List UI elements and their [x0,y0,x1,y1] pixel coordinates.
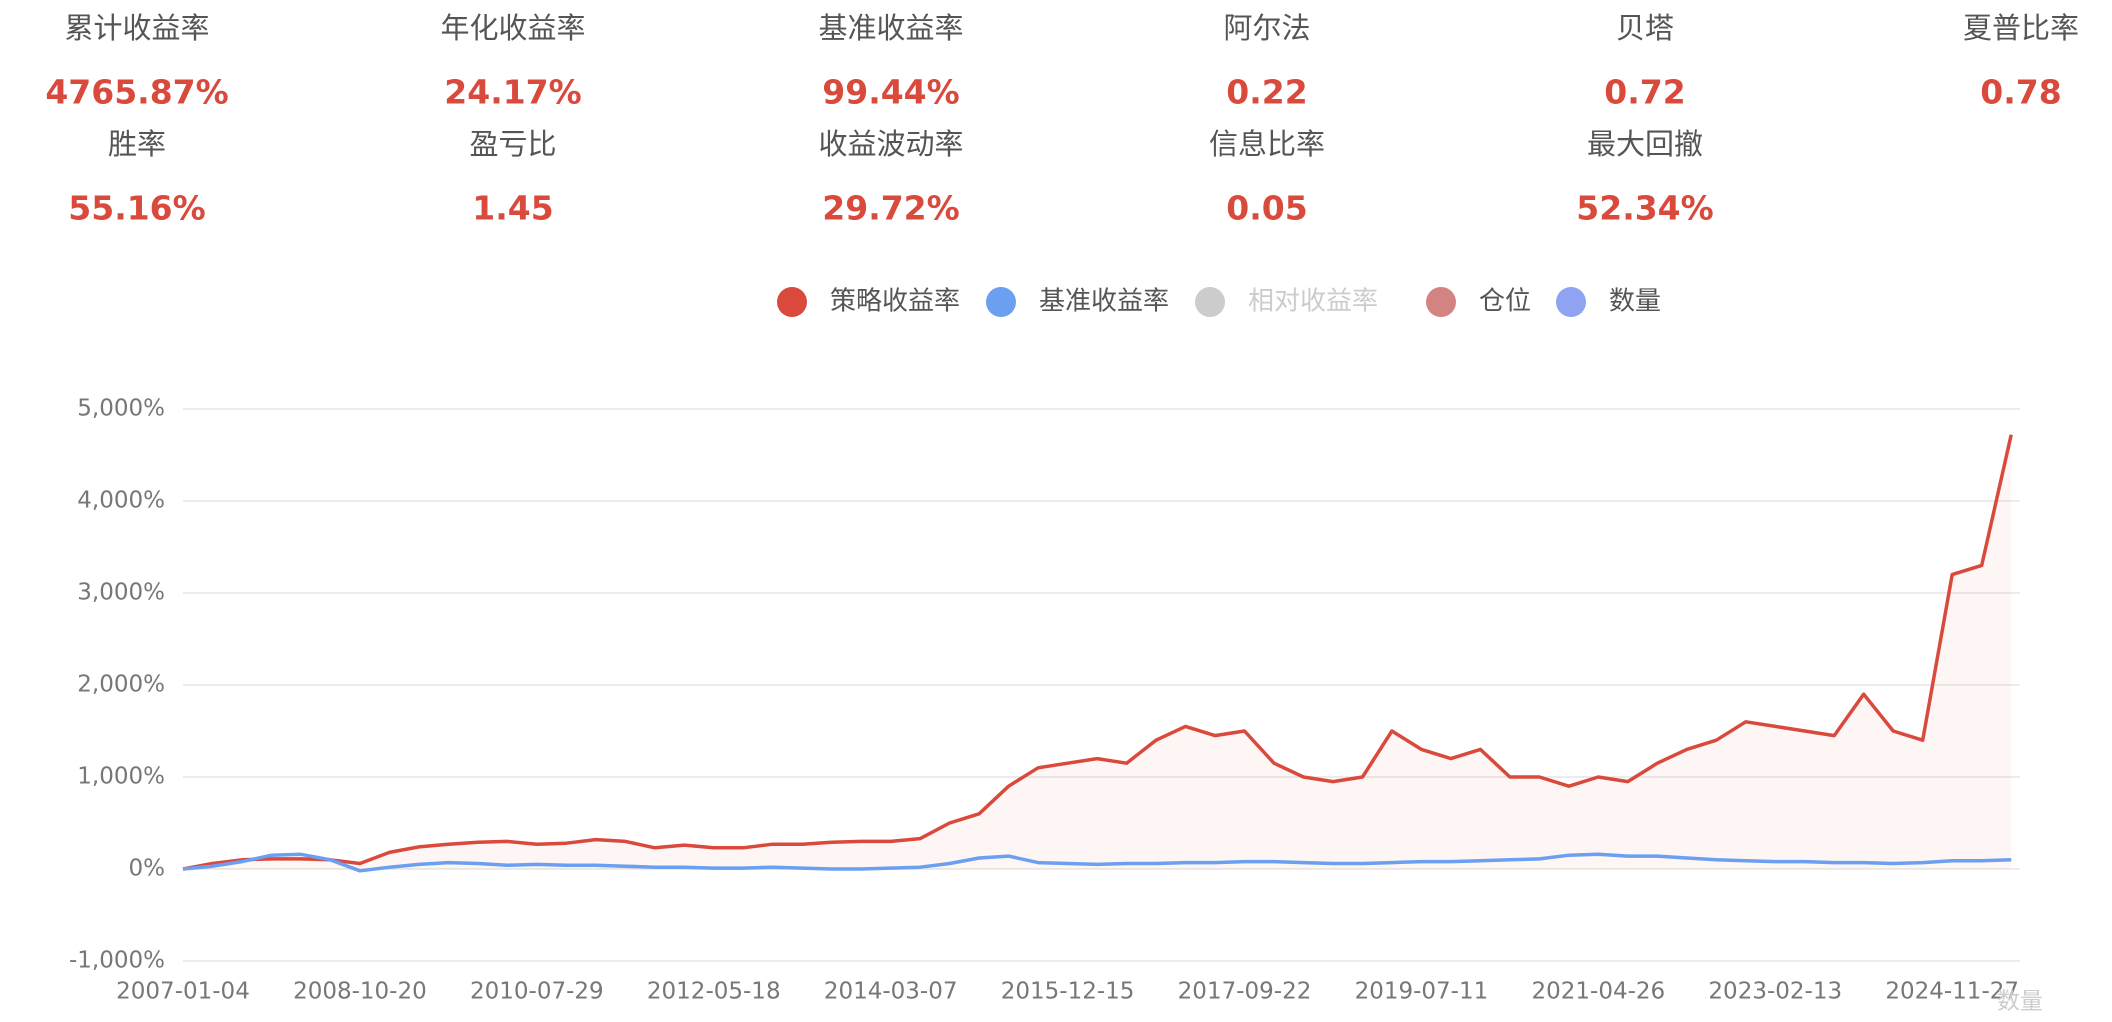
x-tick-label: 2014-03-07 [824,979,958,1005]
legend-label: 策略收益率 [830,287,960,317]
metric-label: 基准收益率 [818,11,963,45]
x-tick-label: 2015-12-15 [1001,979,1135,1005]
metric-label: 胜率 [108,127,166,161]
metric-label: 收益波动率 [818,127,963,161]
line [182,852,2012,873]
metric-value: 0.05 [1226,189,1307,228]
metric-value: 55.16% [68,189,205,228]
metric-value: 24.17% [444,73,581,112]
metric-value: 0.22 [1226,73,1307,112]
metric-label: 盈亏比 [469,127,556,161]
legend-marker [777,287,807,317]
y-tick-label: -1,000% [69,948,165,974]
metric-label: 信息比率 [1209,127,1325,161]
metric-value: 99.44% [822,73,959,112]
line [182,434,2013,871]
legend-label: 基准收益率 [1039,287,1169,317]
metric-label: 累计收益率 [64,11,209,45]
metric-label: 夏普比率 [1963,11,2079,45]
legend-label: 数量 [1609,287,1661,317]
metric-label: 贝塔 [1616,11,1674,45]
metric-value: 1.45 [472,189,553,228]
x-tick-label: 2017-09-22 [1178,979,1312,1005]
legend-marker [1426,287,1456,317]
area [183,434,2012,869]
x-tick-label: 2007-01-04 [116,979,250,1005]
y-tick-label: 4,000% [77,488,165,514]
metric-value: 29.72% [822,189,959,228]
x-tick-label: 2012-05-18 [647,979,781,1005]
x-tick-label: 2019-07-11 [1355,979,1489,1005]
legend-label: 相对收益率 [1248,287,1378,317]
x-tick-label: 2008-10-20 [293,979,427,1005]
y-tick-label: 5,000% [77,396,165,422]
metric-label: 最大回撤 [1587,127,1703,161]
metric-value: 52.34% [1576,189,1713,228]
legend-marker [1556,287,1586,317]
metric-label: 年化收益率 [440,11,585,45]
metric-value: 0.78 [1980,73,2061,112]
legend-marker [1195,287,1225,317]
legend-marker [986,287,1016,317]
metric-value: 0.72 [1604,73,1685,112]
x-tick-label: 2021-04-26 [1532,979,1666,1005]
y-tick-label: 2,000% [77,672,165,698]
y-tick-label: 1,000% [77,764,165,790]
x-tick-label: 2010-07-29 [470,979,604,1005]
x-tick-label: 2023-02-13 [1708,979,1842,1005]
legend-label: 仓位 [1479,287,1531,317]
x-tick-label: 2024-11-27 [1885,979,2019,1005]
y-tick-label: 0% [129,856,166,882]
y2-axis-label: 数量 [1997,989,2043,1015]
y-tick-label: 3,000% [77,580,165,606]
metric-label: 阿尔法 [1223,11,1310,45]
metric-value: 4765.87% [45,73,228,112]
